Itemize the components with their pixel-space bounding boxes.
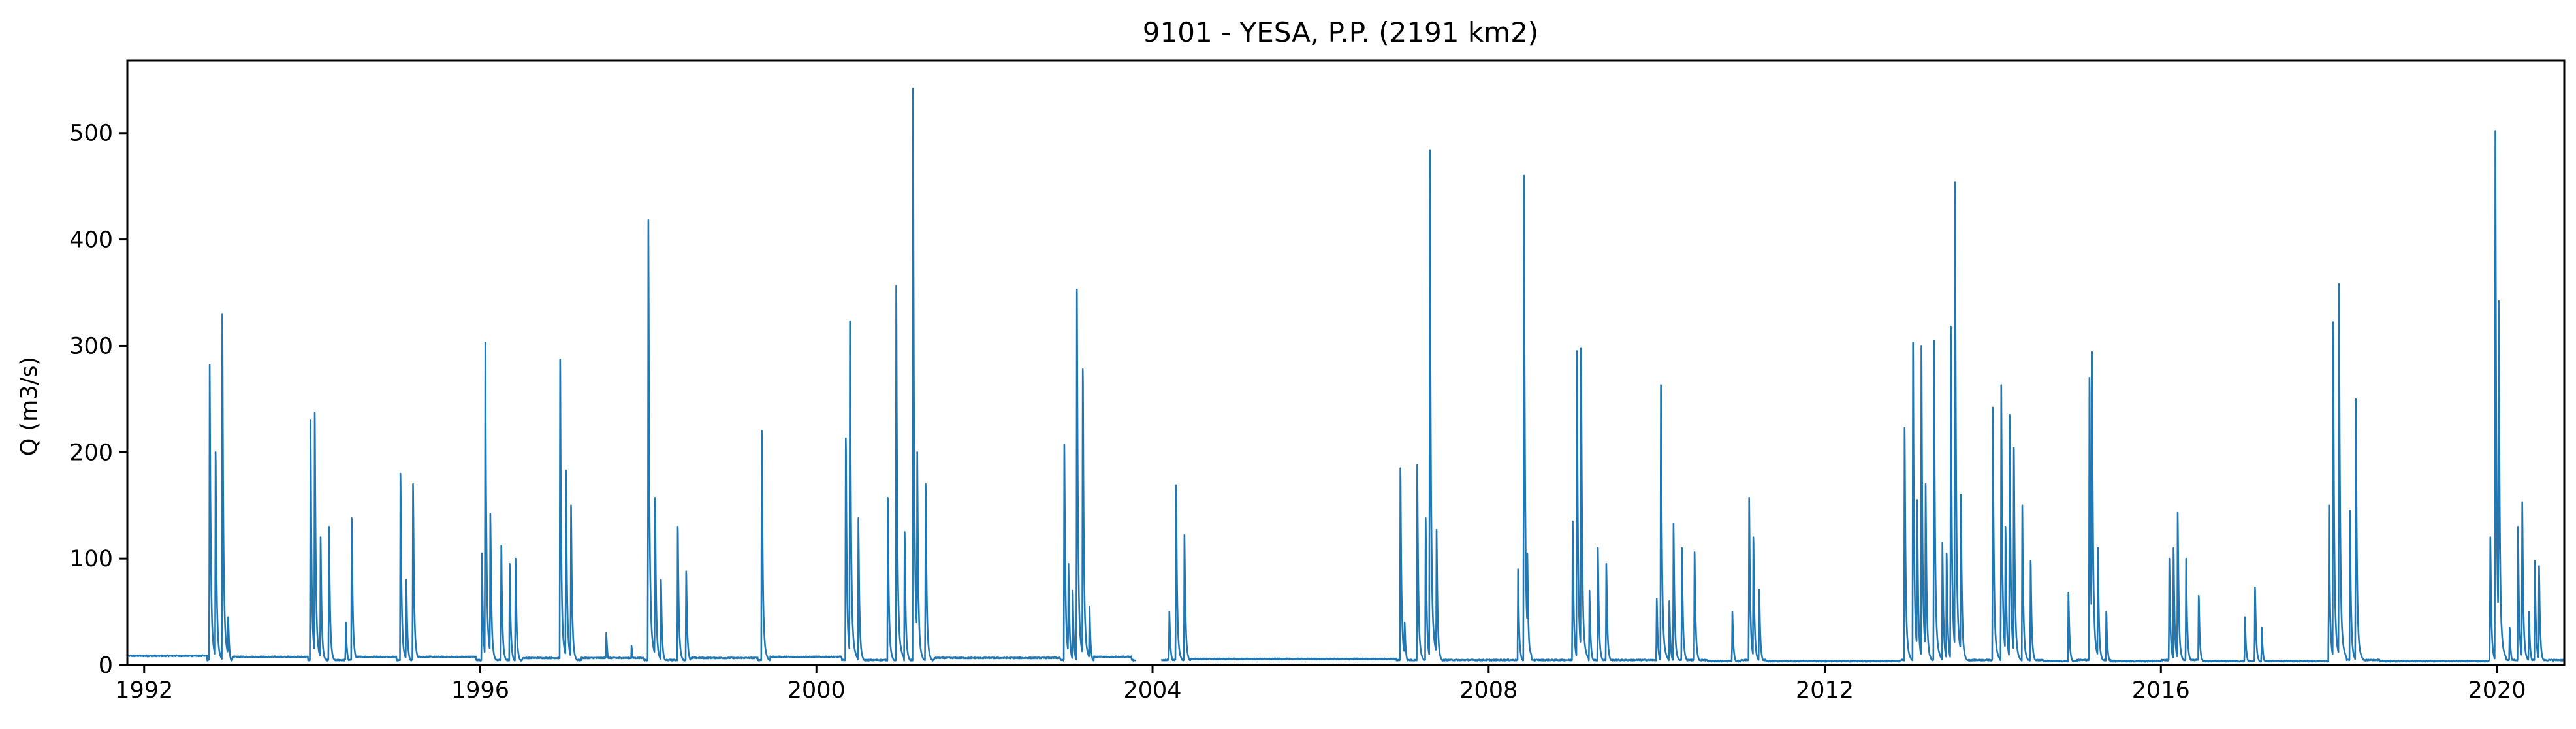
- series-line-group: [127, 88, 2564, 663]
- y-tick-label: 200: [69, 440, 113, 466]
- y-tick-label: 400: [69, 227, 113, 253]
- y-tick-label: 300: [69, 333, 113, 359]
- x-tick-label: 2008: [1459, 677, 1518, 704]
- y-tick-label: 100: [69, 546, 113, 572]
- x-tick-label: 2020: [2468, 677, 2526, 704]
- plot-frame: [126, 59, 2566, 666]
- x-tick-label: 2016: [2132, 677, 2190, 704]
- x-tick-label: 2012: [1796, 677, 1854, 704]
- x-tick-label: 1992: [115, 677, 173, 704]
- x-axis-ticks: 1992 1996 2000 2004 2008 2012 2016 2020: [115, 665, 2526, 704]
- y-axis-label: Q (m3/s): [16, 357, 42, 456]
- chart-title: 9101 - YESA, P.P. (2191 km2): [1143, 16, 1538, 48]
- y-tick-label: 0: [99, 653, 113, 679]
- discharge-series-line: [127, 88, 2564, 663]
- x-tick-label: 2000: [787, 677, 846, 704]
- x-tick-label: 1996: [451, 677, 509, 704]
- y-tick-label: 500: [69, 121, 113, 147]
- x-tick-label: 2004: [1123, 677, 1181, 704]
- plot-area: [127, 88, 2564, 663]
- y-axis-ticks: 0 100 200 300 400 500: [69, 121, 127, 679]
